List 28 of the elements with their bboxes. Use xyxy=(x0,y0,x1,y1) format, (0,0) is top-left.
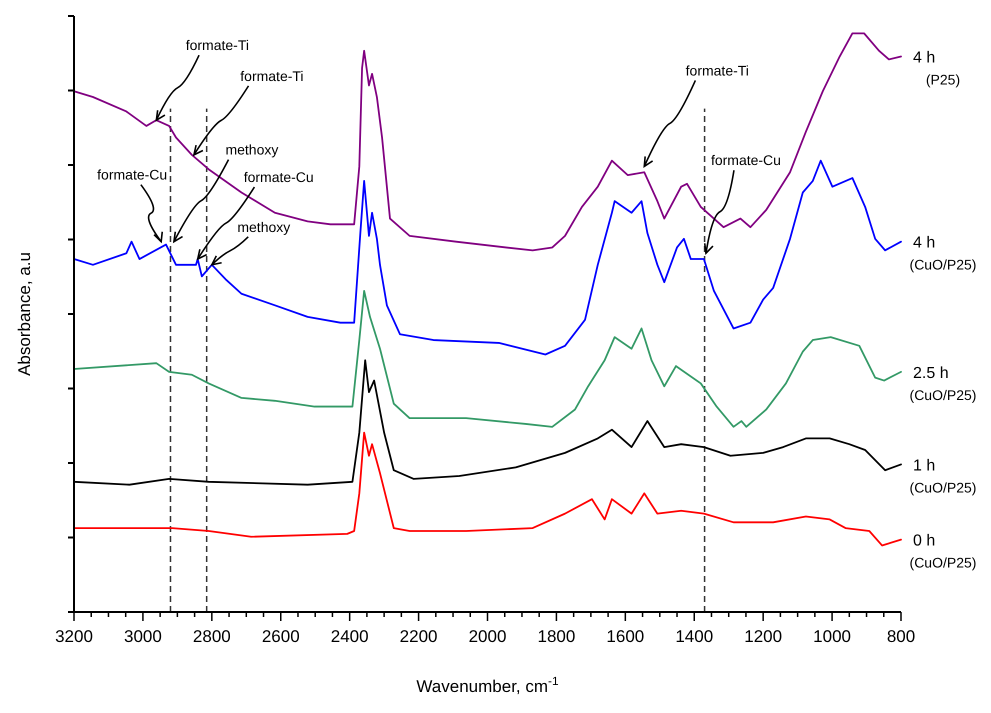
x-tick-label: 3000 xyxy=(124,627,162,646)
x-tick-label: 800 xyxy=(886,627,916,646)
annotation: methoxy xyxy=(237,218,290,235)
annotation: formate-Cu xyxy=(97,166,168,183)
x-tick-label: 1200 xyxy=(744,627,782,646)
x-tick-label: 1800 xyxy=(538,627,576,646)
annotation: formate-Ti xyxy=(186,37,249,54)
annotation: formate-Cu xyxy=(244,169,314,186)
x-tick-label: 1600 xyxy=(606,627,644,646)
x-tick-label: 3200 xyxy=(55,627,93,646)
series-label: 4 h (CuO/P25) xyxy=(910,234,976,273)
x-tick-label: 1000 xyxy=(813,627,851,646)
series-label: 1 h (CuO/P25) xyxy=(910,457,976,496)
series-label: 0 h (CuO/P25) xyxy=(910,532,976,571)
annotation: methoxy xyxy=(225,142,278,158)
series-label: 2.5 h (CuO/P25) xyxy=(910,364,976,403)
x-tick-label: 2400 xyxy=(330,627,369,646)
annotation: formate-Ti xyxy=(686,62,749,78)
x-tick-label: 2800 xyxy=(192,627,231,646)
x-tick-label: 2200 xyxy=(400,627,438,646)
x-tick-label: 2600 xyxy=(262,627,300,646)
x-tick-label: 2000 xyxy=(468,627,506,646)
series-label: 4 h (P25) xyxy=(913,50,960,88)
x-axis-title: Wavenumber, cm$^{-1}$ xyxy=(416,674,559,696)
annotation: formate-Cu xyxy=(710,152,781,168)
x-tick-label: 1400 xyxy=(675,627,714,646)
annotation: formate-Ti xyxy=(240,68,304,84)
y-axis-title: Absorbance, a.u xyxy=(15,252,34,376)
